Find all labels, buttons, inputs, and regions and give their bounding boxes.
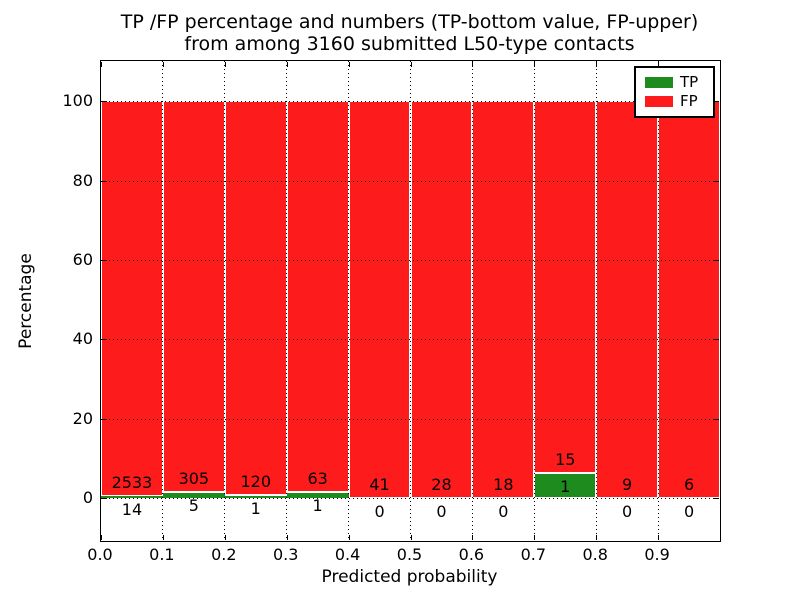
x-tick-mark-top xyxy=(224,62,226,67)
x-tick-mark xyxy=(101,535,102,540)
tp-bar-segment xyxy=(101,495,163,498)
tp-count-label: 5 xyxy=(188,495,199,515)
tp-count-label: 1 xyxy=(312,496,323,516)
legend-entry-tp: TP xyxy=(645,73,713,92)
fp-count-label: 63 xyxy=(307,468,328,488)
fp-count-label: 305 xyxy=(178,468,210,488)
tp-count-label: 1 xyxy=(250,499,261,518)
y-tick-label: 100 xyxy=(62,91,93,111)
y-tick-mark xyxy=(102,418,107,420)
x-tick-label: 0.2 xyxy=(211,545,237,564)
y-tick-label: 0 xyxy=(82,488,93,507)
legend-label-tp: TP xyxy=(680,73,699,91)
fp-bar-segment xyxy=(410,101,473,498)
fp-count-label: 2533 xyxy=(111,472,153,492)
tp-color-swatch xyxy=(645,77,673,88)
fp-count-label: 28 xyxy=(431,474,452,494)
x-tick-label: 0.1 xyxy=(149,545,175,564)
y-tick-mark-right xyxy=(714,259,719,261)
x-tick-mark-top xyxy=(348,62,350,67)
y-tick-mark xyxy=(102,259,107,261)
x-tick-mark xyxy=(286,535,288,540)
fp-bar-segment xyxy=(101,101,163,496)
x-tick-mark-top xyxy=(162,62,164,67)
x-tick-mark xyxy=(410,535,412,540)
x-tick-mark xyxy=(224,535,226,540)
x-tick-mark xyxy=(348,535,350,540)
fp-bar-segment xyxy=(162,101,225,492)
x-tick-mark xyxy=(162,535,164,540)
x-tick-mark xyxy=(596,535,598,540)
fp-bar-segment xyxy=(348,101,411,498)
plot-area: TP FP 2533 14 305 5 120 1 63 1 41 0 28 0 18 0 15 1 9 0 6 0 xyxy=(100,60,721,542)
legend-entry-fp: FP xyxy=(645,92,713,111)
fp-bar-segment xyxy=(534,101,597,474)
x-tick-label: 0.6 xyxy=(458,545,485,564)
y-tick-mark-right xyxy=(714,339,719,341)
y-tick-mark-right xyxy=(714,418,719,420)
x-tick-mark-top xyxy=(286,62,288,67)
y-tick-mark xyxy=(102,101,107,103)
fp-bar-segment xyxy=(286,101,349,492)
y-tick-label: 60 xyxy=(72,249,93,269)
x-tick-mark xyxy=(472,535,474,540)
y-axis-label: Percentage xyxy=(16,253,36,349)
fp-bar-segment xyxy=(596,101,659,498)
x-tick-mark xyxy=(658,535,660,540)
x-tick-label: 0.5 xyxy=(396,545,423,564)
fp-count-label: 6 xyxy=(683,474,695,494)
x-tick-label: 0.3 xyxy=(272,545,299,564)
tp-count-label: 0 xyxy=(622,502,633,522)
y-tick-label: 20 xyxy=(72,408,93,428)
legend: TP FP xyxy=(634,66,715,118)
x-tick-mark-top xyxy=(101,62,102,67)
tp-bar-segment xyxy=(224,494,287,498)
x-tick-label: 0.8 xyxy=(582,545,608,564)
fp-count-label: 15 xyxy=(555,450,576,470)
tp-count-label: 14 xyxy=(121,500,143,520)
fp-color-swatch xyxy=(645,96,673,107)
fp-count-label: 41 xyxy=(369,474,390,494)
fp-count-label: 9 xyxy=(622,474,633,494)
x-tick-mark-top xyxy=(472,62,474,67)
fp-bar-segment xyxy=(658,101,720,498)
x-tick-label: 0.9 xyxy=(644,545,670,564)
tp-bar-segment xyxy=(286,491,349,498)
tp-count-label: 1 xyxy=(560,477,571,497)
x-tick-label: 0.0 xyxy=(87,545,113,564)
tp-count-label: 0 xyxy=(498,502,509,522)
y-tick-mark-right xyxy=(714,498,719,499)
fp-count-label: 18 xyxy=(493,474,514,494)
x-tick-mark xyxy=(534,535,536,540)
fp-count-label: 120 xyxy=(240,471,272,491)
y-tick-label: 40 xyxy=(72,329,93,349)
x-tick-mark-top xyxy=(410,62,412,67)
x-axis-label: Predicted probability xyxy=(321,567,498,587)
chart-title-line2: from among 3160 submitted L50-type conta… xyxy=(184,33,635,55)
y-tick-mark xyxy=(102,339,107,341)
y-tick-mark-right xyxy=(714,180,719,182)
y-tick-label: 80 xyxy=(72,170,93,190)
tp-count-label: 0 xyxy=(374,502,385,522)
tp-bar-segment xyxy=(162,491,225,498)
tp-count-label: 0 xyxy=(683,502,695,522)
fp-bar-segment xyxy=(224,101,287,495)
x-tick-label: 0.7 xyxy=(520,545,547,564)
x-tick-label: 0.4 xyxy=(334,545,361,564)
tp-count-label: 0 xyxy=(436,502,447,522)
chart-title-line1: TP /FP percentage and numbers (TP-bottom… xyxy=(120,11,699,33)
x-tick-mark-top xyxy=(658,62,660,67)
fp-bar-segment xyxy=(472,101,535,498)
x-tick-mark-top xyxy=(596,62,598,67)
y-tick-mark xyxy=(102,180,107,182)
legend-label-fp: FP xyxy=(680,92,698,110)
y-tick-mark xyxy=(102,498,107,499)
x-tick-mark-top xyxy=(534,62,536,67)
chart-title: TP /FP percentage and numbers (TP-bottom… xyxy=(100,11,719,55)
